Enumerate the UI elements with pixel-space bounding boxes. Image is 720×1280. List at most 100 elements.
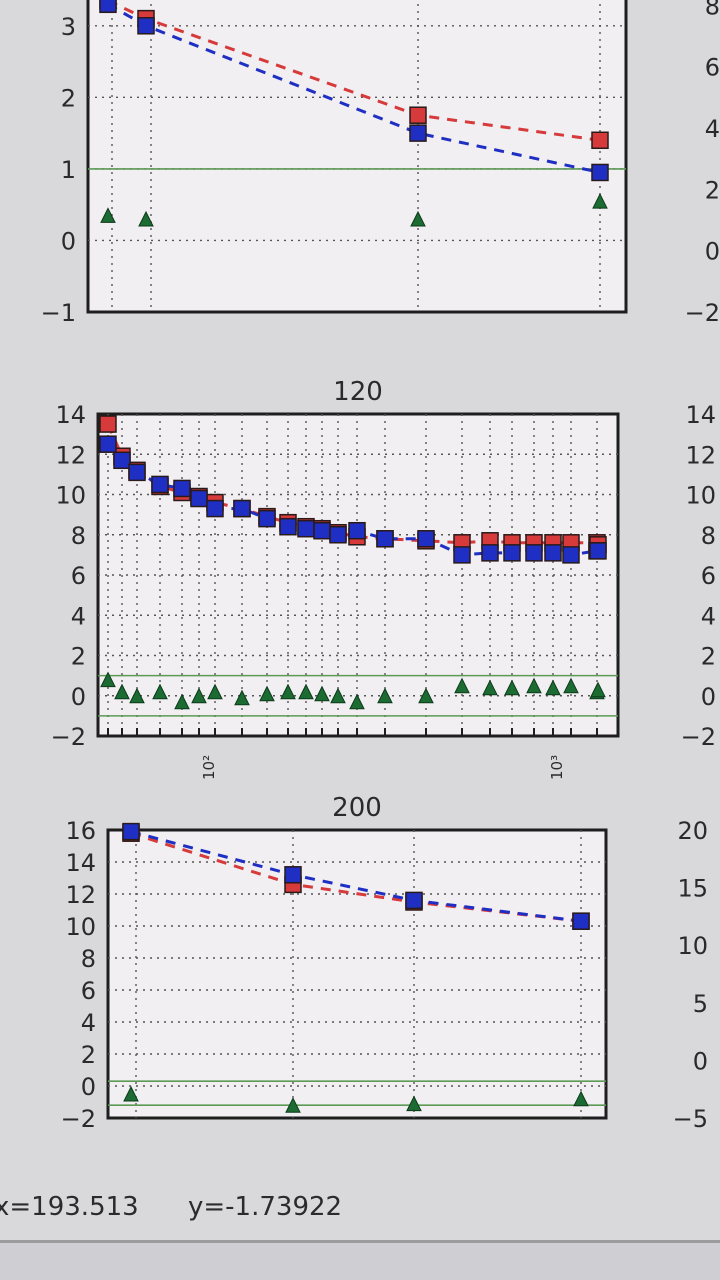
subplot-top-left: −1 0 1 2 3	[41, 0, 628, 327]
y-tick-label: 2	[61, 84, 76, 112]
triangle-marker	[100, 207, 116, 223]
y-tick-label: 14	[55, 401, 86, 429]
y-tick-label: 12	[685, 441, 716, 469]
square-marker	[206, 499, 224, 518]
x-tick-label: 10³	[548, 755, 566, 780]
triangle-marker	[563, 677, 579, 694]
y-tick-label: 12	[55, 441, 86, 469]
square-marker	[481, 544, 499, 562]
subplot-middle-left: −2 0 2 4 6 8 10 12 14 10² 10³ 120	[51, 377, 620, 780]
cursor-x-readout: x=193.513	[0, 1192, 139, 1222]
y-tick-label: 15	[677, 875, 708, 903]
square-marker	[589, 542, 607, 560]
triangle-marker	[592, 192, 608, 209]
square-marker	[453, 546, 471, 564]
triangle-marker	[314, 685, 330, 702]
triangle-marker	[330, 687, 346, 704]
square-marker	[503, 544, 521, 562]
y-tick-label: 4	[71, 602, 86, 630]
subplot-bottom-right-partial: −5 0 5 10 15 20	[673, 817, 708, 1133]
subplot-title: 200	[332, 793, 382, 823]
y-tick-label: 10	[55, 482, 86, 510]
triangle-marker	[234, 689, 250, 706]
square-marker	[376, 530, 394, 548]
y-tick-label: 14	[65, 849, 96, 877]
y-tick-label: 6	[701, 562, 716, 590]
y-tick-label: 20	[677, 817, 708, 845]
square-marker	[279, 517, 297, 536]
y-tick-label: 0	[701, 683, 716, 711]
y-tick-label: −2	[685, 299, 720, 327]
triangle-marker	[377, 687, 393, 704]
triangle-marker	[504, 679, 520, 696]
triangle-marker	[174, 693, 190, 710]
triangle-marker	[298, 683, 314, 700]
y-tick-label: 2	[71, 643, 86, 671]
axes-frame	[86, 0, 628, 314]
y-tick-label: 2	[81, 1041, 96, 1069]
y-tick-label: 14	[685, 401, 716, 429]
square-marker	[151, 475, 169, 494]
square-marker	[591, 163, 609, 182]
y-tick-label: 2	[705, 176, 720, 204]
subplot-middle-right-partial: −2 0 2 4 6 8 10 12 14	[681, 401, 716, 751]
y-tick-label: 0	[71, 683, 86, 711]
subplot-bottom-left: −2 0 2 4 6 8 10 12 14 16 200	[61, 793, 608, 1133]
square-marker	[562, 546, 580, 564]
y-tick-label: −5	[673, 1105, 708, 1133]
y-tick-label: 1	[61, 156, 76, 184]
triangle-marker	[482, 679, 498, 696]
y-tick-label: −2	[681, 723, 716, 751]
subplot-title: 120	[333, 377, 383, 407]
y-tick-label: 8	[701, 522, 716, 550]
triangle-marker	[129, 687, 145, 704]
triangle-marker	[123, 1085, 139, 1102]
y-tick-label: 12	[65, 881, 96, 909]
y-tick-label: 4	[705, 115, 720, 143]
triangle-marker	[285, 1097, 301, 1113]
cursor-y-readout: y=-1.73922	[188, 1192, 343, 1222]
square-marker	[122, 822, 140, 841]
window-bottom-area	[0, 1243, 720, 1280]
y-tick-label: 3	[61, 13, 76, 41]
square-marker	[137, 17, 155, 35]
square-marker	[99, 435, 117, 453]
square-marker	[233, 499, 251, 518]
y-tick-label: 6	[71, 562, 86, 590]
y-tick-label: 0	[705, 238, 720, 266]
triangle-marker	[573, 1090, 589, 1107]
square-marker	[544, 544, 562, 562]
y-tick-label: 5	[693, 990, 708, 1018]
square-marker	[329, 526, 347, 544]
square-marker	[128, 463, 146, 482]
status-divider	[0, 1240, 720, 1243]
triangle-marker	[454, 677, 470, 694]
square-marker	[190, 489, 208, 508]
square-marker	[313, 521, 331, 540]
y-tick-label: 4	[701, 602, 716, 630]
triangle-marker	[191, 687, 207, 704]
y-tick-label: 8	[71, 522, 86, 550]
triangle-marker	[406, 1095, 422, 1112]
subplot-top-right-partial: −2 0 2 4 6 8	[685, 0, 720, 327]
square-marker	[348, 521, 366, 540]
square-marker	[297, 519, 315, 538]
series-line	[107, 3, 601, 174]
y-tick-label: 16	[65, 817, 96, 845]
square-marker	[409, 124, 427, 142]
triangle-marker	[152, 683, 168, 700]
y-tick-label: 4	[81, 1009, 96, 1037]
triangle-marker	[418, 687, 434, 704]
square-marker	[113, 451, 131, 470]
triangle-marker	[207, 683, 223, 700]
y-tick-label: −2	[61, 1105, 96, 1133]
y-tick-label: 8	[81, 945, 96, 973]
square-marker	[173, 479, 191, 498]
y-tick-label: −2	[51, 723, 86, 751]
y-tick-label: 0	[693, 1047, 708, 1075]
triangle-marker	[280, 683, 296, 700]
y-tick-label: 2	[701, 643, 716, 671]
triangle-marker	[526, 677, 542, 694]
